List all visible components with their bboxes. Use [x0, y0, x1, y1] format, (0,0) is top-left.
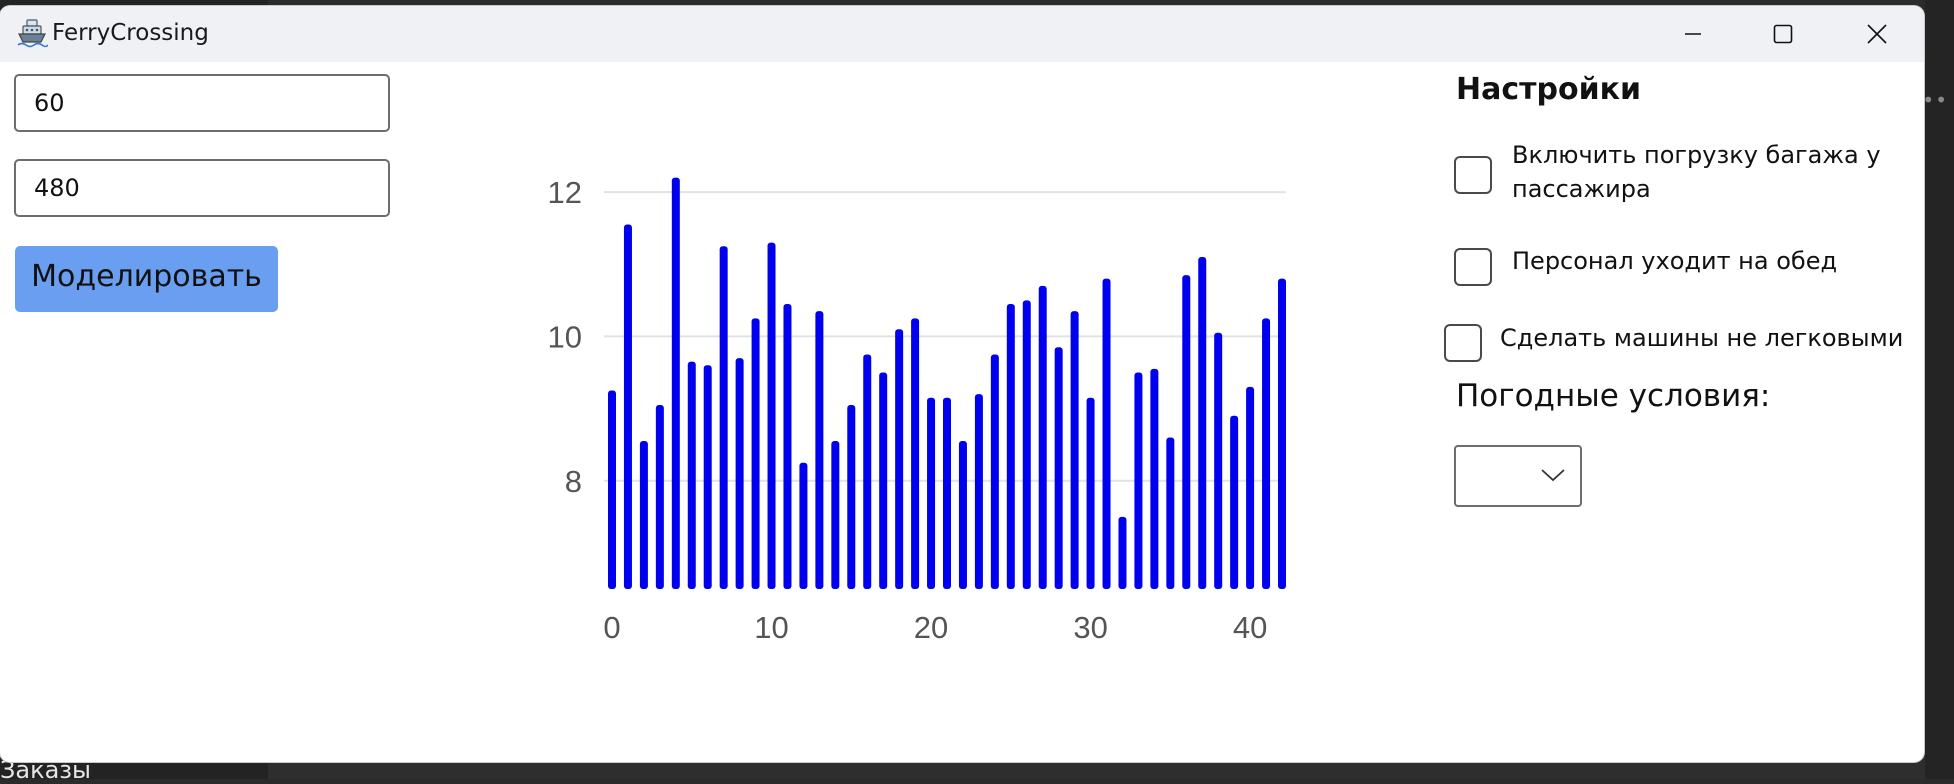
- baggage-checkbox[interactable]: [1454, 156, 1492, 194]
- x-tick-label: 40: [1233, 610, 1267, 645]
- title-bar[interactable]: FerryCrossing: [0, 6, 1924, 62]
- chart-bar: [1134, 372, 1143, 589]
- chart-bar: [831, 441, 840, 589]
- chart-bar: [847, 404, 856, 589]
- chart-bar: [1038, 285, 1047, 589]
- maximize-button[interactable]: [1738, 6, 1828, 62]
- chart-bar: [1118, 516, 1127, 589]
- input-field-1[interactable]: [14, 74, 390, 132]
- window-title: FerryCrossing: [52, 20, 209, 46]
- chart-bar: [879, 372, 888, 589]
- chart-bar: [1086, 397, 1095, 589]
- lunch-checkbox-label[interactable]: Персонал уходит на обед: [1512, 247, 1838, 275]
- input-field-2[interactable]: [14, 159, 390, 217]
- y-tick-label: 12: [548, 175, 582, 210]
- chart-bar: [751, 318, 760, 589]
- chart-bar: [1070, 311, 1079, 589]
- close-icon: [1867, 24, 1887, 44]
- chart-bar: [943, 397, 951, 589]
- minimize-icon: [1685, 33, 1701, 35]
- x-tick-label: 20: [914, 610, 948, 645]
- trucks-checkbox-label[interactable]: Сделать машины не легковыми: [1500, 324, 1904, 352]
- maximize-icon: [1773, 24, 1793, 44]
- baggage-checkbox-label[interactable]: Включить погрузку багажа у пассажира: [1512, 141, 1881, 203]
- chart-bar: [783, 303, 792, 589]
- chart-bar: [990, 354, 999, 589]
- chevron-down-icon: [1541, 469, 1565, 482]
- chart-bar: [863, 354, 872, 589]
- chart-bar: [735, 358, 744, 589]
- chart-bar: [1166, 437, 1175, 589]
- chart-bar: [1262, 318, 1271, 589]
- simulate-button[interactable]: Моделировать: [15, 246, 278, 312]
- chart-bar: [655, 404, 664, 589]
- chart-bar: [671, 177, 680, 589]
- chart-bar: [608, 390, 616, 589]
- chart-bar: [1198, 257, 1207, 589]
- chart-bar: [1006, 303, 1015, 589]
- chart-bar: [1230, 415, 1239, 589]
- close-button[interactable]: [1832, 6, 1922, 62]
- trucks-checkbox[interactable]: [1444, 324, 1482, 362]
- chart-bar: [974, 394, 983, 589]
- desktop-background-right: ••: [1922, 0, 1954, 779]
- chart-bar: [703, 365, 712, 589]
- y-tick-label: 8: [565, 464, 582, 499]
- y-tick-label: 10: [548, 319, 582, 354]
- chart-bar: [1182, 275, 1191, 589]
- x-tick-label: 30: [1073, 610, 1107, 645]
- lunch-checkbox[interactable]: [1454, 248, 1492, 286]
- chart-bar: [1150, 368, 1159, 589]
- chart-bar: [958, 441, 967, 589]
- chart-bar: [815, 311, 824, 589]
- chart-bar: [1214, 332, 1223, 589]
- bar-chart: 8 10 12 0 10 20 30 40: [548, 175, 1286, 645]
- weather-label: Погодные условия:: [1456, 378, 1771, 414]
- chart-bar: [1022, 300, 1031, 589]
- chart-bar: [1102, 278, 1111, 589]
- chart-bar: [895, 329, 904, 589]
- settings-title: Настройки: [1456, 72, 1642, 107]
- x-tick-label: 10: [754, 610, 788, 645]
- chart-bar: [639, 441, 648, 589]
- minimize-button[interactable]: [1648, 6, 1738, 62]
- chart-bar: [1054, 347, 1063, 589]
- more-icon: ••: [1922, 88, 1948, 112]
- ship-icon: [17, 19, 48, 48]
- chart-bar: [687, 361, 696, 589]
- chart-bar: [1278, 278, 1286, 589]
- chart-bar: [767, 242, 776, 589]
- chart-bar: [927, 397, 936, 589]
- chart-bar: [911, 318, 920, 589]
- chart-bar: [719, 246, 728, 589]
- chart-bar: [623, 224, 632, 589]
- chart-bar: [799, 462, 808, 589]
- weather-combobox[interactable]: [1454, 445, 1582, 507]
- app-window: FerryCrossing Моделировать 8 10 12 0 10 20 30 4…: [0, 6, 1924, 762]
- x-tick-label: 0: [603, 610, 620, 645]
- chart-bar: [1246, 386, 1255, 589]
